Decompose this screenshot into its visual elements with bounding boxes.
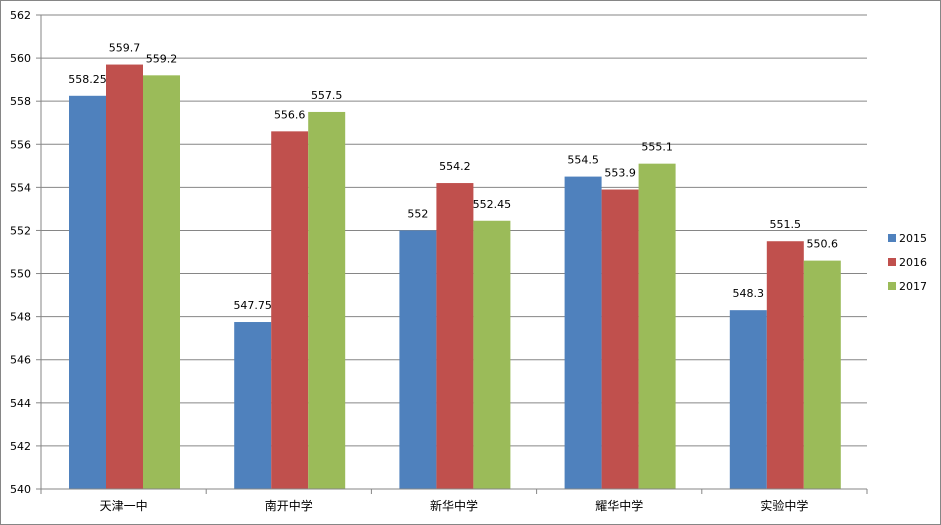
bar-2017-5 xyxy=(803,260,841,489)
category-label: 实验中学 xyxy=(760,498,808,513)
data-label: 556.6 xyxy=(274,108,306,121)
bar-2015-3 xyxy=(399,230,437,490)
bar-2016-4 xyxy=(601,189,639,489)
bar-2015-2 xyxy=(234,322,272,489)
bar-2016-5 xyxy=(766,241,804,489)
data-label: 554.5 xyxy=(567,154,599,167)
legend-swatch-2015 xyxy=(888,234,896,242)
bar-2016-2 xyxy=(271,131,309,489)
y-tick-label: 556 xyxy=(10,138,31,151)
data-label: 555.1 xyxy=(641,141,673,154)
y-tick-label: 562 xyxy=(10,9,31,22)
legend-swatch-2016 xyxy=(888,258,896,266)
y-axis-tick-labels: 540 542 544 546 548 550 552 554 556 558 560 562 xyxy=(10,9,31,496)
bar-2016-1 xyxy=(106,64,143,490)
legend-label: 2016 xyxy=(899,256,927,269)
y-tick-label: 552 xyxy=(10,224,31,237)
legend: 2015 2016 2017 xyxy=(888,232,927,293)
data-label: 558.25 xyxy=(68,73,107,86)
data-label: 559.2 xyxy=(146,52,178,65)
y-tick-label: 542 xyxy=(10,440,31,453)
bar-2017-2 xyxy=(308,111,346,490)
bar-2015-5 xyxy=(729,310,767,489)
legend-swatch-2017 xyxy=(888,282,896,290)
y-tick-label: 540 xyxy=(10,483,31,496)
category-label: 耀华中学 xyxy=(595,498,643,513)
bar-2017-4 xyxy=(638,163,676,489)
data-label: 548.3 xyxy=(733,287,765,300)
bar-2016-3 xyxy=(436,183,474,489)
data-label: 550.6 xyxy=(807,238,839,251)
bar-2017-3 xyxy=(473,220,511,489)
data-label: 552.45 xyxy=(473,198,512,211)
data-label: 557.5 xyxy=(311,89,343,102)
legend-label: 2017 xyxy=(899,280,927,293)
category-label: 新华中学 xyxy=(430,498,478,513)
data-label: 559.7 xyxy=(109,42,141,55)
bar-2015-4 xyxy=(564,176,602,489)
data-label: 552 xyxy=(407,207,428,220)
data-labels: 558.25 547.75 552 554.5 548.3 559.7 556.6 554.2… xyxy=(68,42,838,312)
data-label: 551.5 xyxy=(770,218,802,231)
legend-label: 2015 xyxy=(899,232,927,245)
axes xyxy=(40,15,868,494)
y-tick-label: 544 xyxy=(10,397,31,410)
data-label: 554.2 xyxy=(439,160,471,173)
data-label: 547.75 xyxy=(233,299,272,312)
data-label: 553.9 xyxy=(604,167,636,180)
y-tick-label: 560 xyxy=(10,52,31,65)
y-tick-label: 550 xyxy=(10,268,31,281)
bar-2015-1 xyxy=(69,95,106,489)
y-tick-label: 554 xyxy=(10,181,31,194)
category-label: 天津一中 xyxy=(100,498,148,513)
bars xyxy=(69,64,841,490)
bar-2017-1 xyxy=(143,75,180,489)
y-tick-label: 558 xyxy=(10,95,31,108)
x-axis-category-labels: 天津一中 南开中学 新华中学 耀华中学 实验中学 xyxy=(100,498,809,513)
y-tick-label: 546 xyxy=(10,354,31,367)
category-label: 南开中学 xyxy=(265,498,313,513)
y-tick-label: 548 xyxy=(10,311,31,324)
